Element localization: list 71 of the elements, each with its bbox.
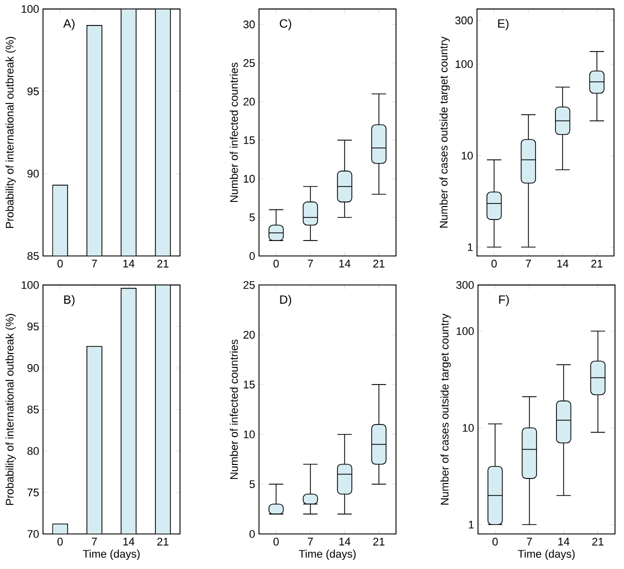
x-tick-label: 14 — [339, 538, 350, 546]
y-tick-label: 1 — [468, 243, 473, 251]
y-axis-title: Number of cases outside target country — [440, 36, 450, 228]
y-tick-label: 70 — [28, 530, 39, 538]
y-tick-label: 100 — [22, 281, 39, 289]
y-tick-label: 20 — [244, 330, 255, 339]
x-tick-label: 21 — [591, 260, 602, 268]
x-tick-label: 21 — [592, 538, 604, 546]
x-tick-label: 21 — [157, 538, 168, 546]
y-tick-label: 10 — [244, 430, 255, 438]
x-tick-label: 0 — [491, 260, 497, 268]
y-tick-label: 10 — [244, 174, 255, 183]
y-axis-title: Number of infected countries — [230, 340, 238, 479]
y-tick-label: 0 — [250, 530, 255, 538]
y-tick-label: 5 — [250, 214, 255, 222]
x-tick-label: 21 — [373, 538, 384, 546]
annotation: D) — [280, 295, 292, 306]
annotation: E) — [498, 18, 508, 30]
y-tick-label: 90 — [28, 170, 39, 178]
y-tick-label: 300 — [455, 16, 473, 24]
y-tick-label: 10 — [462, 152, 473, 160]
annotation: C) — [280, 18, 292, 30]
y-tick-label: 25 — [244, 59, 255, 67]
x-tick-label: 7 — [526, 538, 532, 546]
x-tick-label: 14 — [123, 260, 134, 268]
x-tick-label: 0 — [273, 538, 279, 546]
y-tick-label: 95 — [28, 322, 39, 330]
y-tick-label: 300 — [456, 281, 474, 289]
y-axis-title: Probability of international outbreak (%) — [6, 36, 16, 228]
y-tick-label: 100 — [456, 327, 474, 336]
x-tick-label: 14 — [558, 538, 570, 546]
y-axis-title: Number of cases outside target country — [440, 314, 451, 505]
x-axis-title: Time (days) — [298, 550, 356, 560]
x-tick-label: 14 — [339, 260, 350, 268]
y-tick-label: 15 — [244, 136, 255, 144]
y-tick-label: 85 — [27, 406, 39, 414]
x-tick-label: 0 — [57, 260, 63, 268]
x-tick-label: 7 — [308, 260, 313, 268]
y-tick-label: 1 — [468, 520, 474, 528]
x-tick-label: 7 — [92, 538, 97, 546]
y-tick-label: 80 — [27, 447, 39, 455]
x-tick-label: 0 — [492, 538, 498, 546]
x-tick-label: 21 — [157, 260, 168, 268]
annotation: A) — [63, 18, 74, 30]
y-tick-label: 85 — [27, 252, 39, 260]
y-axis-title: Probability of international outbreak (%) — [6, 314, 16, 505]
x-tick-label: 0 — [273, 260, 279, 268]
y-tick-label: 100 — [456, 60, 473, 68]
x-tick-label: 0 — [57, 538, 63, 546]
y-tick-label: 75 — [28, 488, 39, 496]
y-tick-label: 100 — [22, 5, 39, 13]
x-axis-title: Time (days) — [82, 550, 140, 560]
x-tick-label: 21 — [373, 260, 384, 268]
x-tick-label: 14 — [557, 260, 568, 268]
y-tick-label: 20 — [244, 98, 255, 106]
y-tick-label: 30 — [243, 20, 255, 28]
y-tick-label: 10 — [462, 424, 474, 432]
annotation: B) — [64, 295, 74, 306]
y-tick-label: 5 — [250, 480, 255, 488]
x-tick-label: 14 — [123, 538, 134, 546]
x-tick-label: 7 — [526, 260, 531, 268]
x-tick-label: 7 — [92, 260, 97, 268]
y-tick-label: 90 — [28, 364, 39, 372]
annotation: F) — [499, 295, 509, 306]
y-tick-label: 95 — [28, 87, 39, 96]
x-tick-label: 7 — [308, 538, 313, 546]
y-tick-label: 25 — [244, 281, 255, 289]
x-axis-title: Time (days) — [518, 550, 575, 560]
y-tick-label: 0 — [250, 252, 255, 260]
y-axis-title: Number of infected countries — [230, 62, 238, 202]
y-tick-label: 15 — [244, 380, 255, 388]
